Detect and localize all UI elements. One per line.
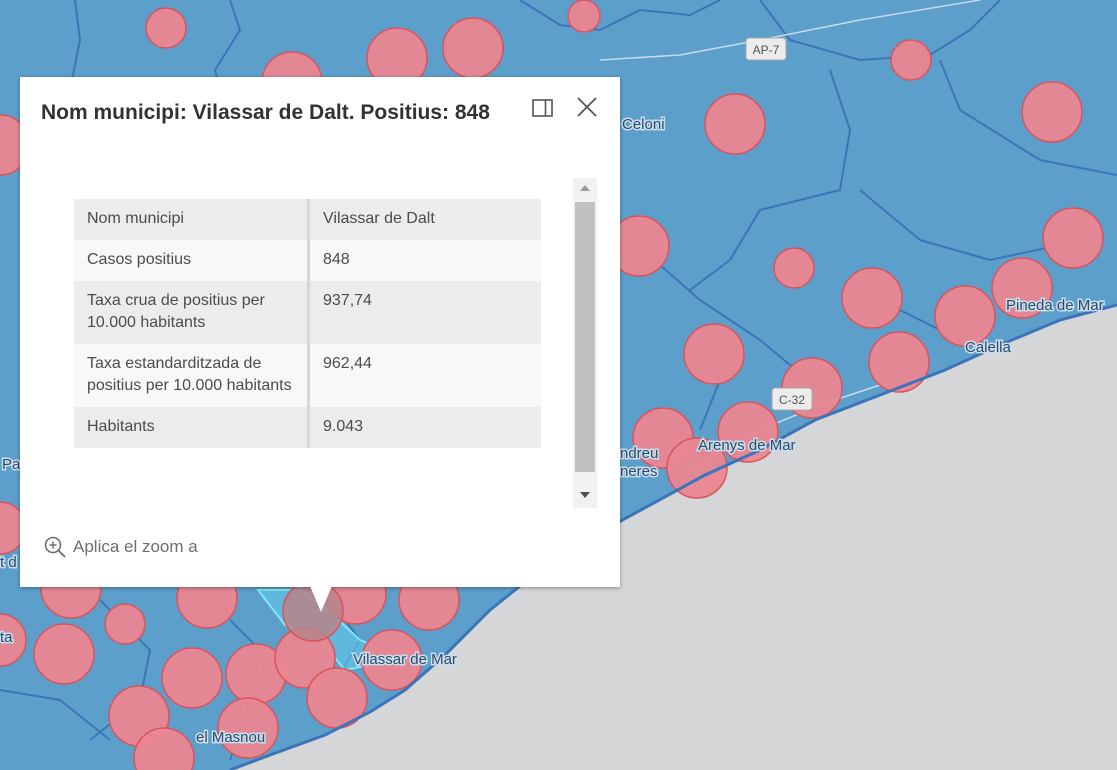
popup-pointer bbox=[310, 586, 332, 612]
road-shield-c32-text: C-32 bbox=[779, 393, 805, 407]
dock-side-icon bbox=[532, 99, 553, 117]
place-labels: Celoni Pineda de Mar Calella Arenys de M… bbox=[0, 115, 1105, 748]
attribute-table: Nom municipi Vilassar de Dalt Casos posi… bbox=[74, 199, 541, 448]
coast-line bbox=[229, 303, 1117, 770]
case-circle bbox=[1021, 81, 1083, 143]
place-label-pa: Pa bbox=[2, 456, 21, 473]
table-row: Taxa estandarditzada de positius per 10.… bbox=[74, 344, 541, 407]
case-circle bbox=[773, 247, 815, 289]
place-label-llavaneres: neres bbox=[620, 463, 658, 480]
field-label: Nom municipi bbox=[74, 199, 310, 240]
field-label: Taxa estandarditzada de positius per 10.… bbox=[74, 344, 310, 407]
case-circle bbox=[683, 323, 745, 385]
case-circle bbox=[133, 727, 195, 770]
place-label-arenys: Arenys de Mar bbox=[698, 437, 796, 454]
field-value: 937,74 bbox=[308, 281, 541, 344]
case-circle bbox=[567, 0, 601, 33]
popup-content: Nom municipi Vilassar de Dalt Casos posi… bbox=[74, 199, 541, 489]
place-label-ta: ta bbox=[0, 629, 13, 646]
case-circle bbox=[0, 613, 27, 667]
case-circle bbox=[442, 17, 504, 79]
table-row: Casos positius 848 bbox=[74, 240, 541, 281]
case-circle bbox=[1042, 207, 1104, 269]
zoom-to-label: Aplica el zoom a bbox=[73, 537, 198, 556]
scroll-up-arrow-icon[interactable] bbox=[580, 185, 590, 191]
table-row: Taxa crua de positius per 10.000 habitan… bbox=[74, 281, 541, 344]
place-label-pineda: Pineda de Mar bbox=[1006, 297, 1104, 314]
field-value: 9.043 bbox=[308, 407, 541, 448]
field-label: Taxa crua de positius per 10.000 habitan… bbox=[74, 281, 310, 344]
case-circle bbox=[217, 697, 279, 759]
road-shield-ap7 bbox=[745, 37, 787, 61]
close-popup-button[interactable] bbox=[573, 93, 601, 121]
place-label-celoni: Celoni bbox=[622, 116, 665, 133]
place-label-td: t d bbox=[0, 554, 17, 571]
field-label: Casos positius bbox=[74, 240, 310, 281]
field-value: 962,44 bbox=[308, 344, 541, 407]
place-label-masnou: el Masnou bbox=[196, 729, 265, 746]
case-circle bbox=[161, 647, 223, 709]
close-icon bbox=[577, 97, 597, 117]
popup-title: Nom municipi: Vilassar de Dalt. Positius… bbox=[41, 101, 490, 124]
field-value: Vilassar de Dalt bbox=[308, 199, 541, 240]
zoom-to-button[interactable]: Aplica el zoom a bbox=[43, 535, 198, 559]
place-label-andreu: ndreu bbox=[620, 445, 658, 462]
case-circle bbox=[890, 39, 932, 81]
dock-popup-button[interactable] bbox=[530, 95, 556, 121]
road-shield-c32 bbox=[771, 387, 813, 411]
field-label: Habitants bbox=[74, 407, 310, 448]
scroll-down-arrow-icon[interactable] bbox=[580, 492, 590, 498]
zoom-in-icon bbox=[44, 536, 66, 558]
case-circle bbox=[991, 257, 1053, 319]
field-value: 848 bbox=[308, 240, 541, 281]
case-circle bbox=[868, 331, 930, 393]
case-circle bbox=[666, 437, 728, 499]
case-circle bbox=[361, 629, 423, 691]
feature-popup: Nom municipi: Vilassar de Dalt. Positius… bbox=[20, 77, 620, 587]
case-circle bbox=[104, 603, 146, 645]
table-row: Nom municipi Vilassar de Dalt bbox=[74, 199, 541, 240]
place-label-calella: Calella bbox=[965, 339, 1012, 356]
place-label-vilassar-mar: Vilassar de Mar bbox=[353, 651, 457, 668]
road-shields: AP-7 C-32 bbox=[745, 37, 813, 411]
scroll-thumb[interactable] bbox=[575, 202, 595, 472]
road-shield-ap7-text: AP-7 bbox=[753, 43, 780, 57]
case-circle bbox=[145, 7, 187, 49]
popup-scrollbar[interactable] bbox=[573, 178, 597, 508]
case-circle bbox=[841, 267, 903, 329]
case-circle bbox=[934, 285, 996, 347]
case-circle bbox=[33, 623, 95, 685]
table-row: Habitants 9.043 bbox=[74, 407, 541, 448]
case-circle bbox=[704, 93, 766, 155]
